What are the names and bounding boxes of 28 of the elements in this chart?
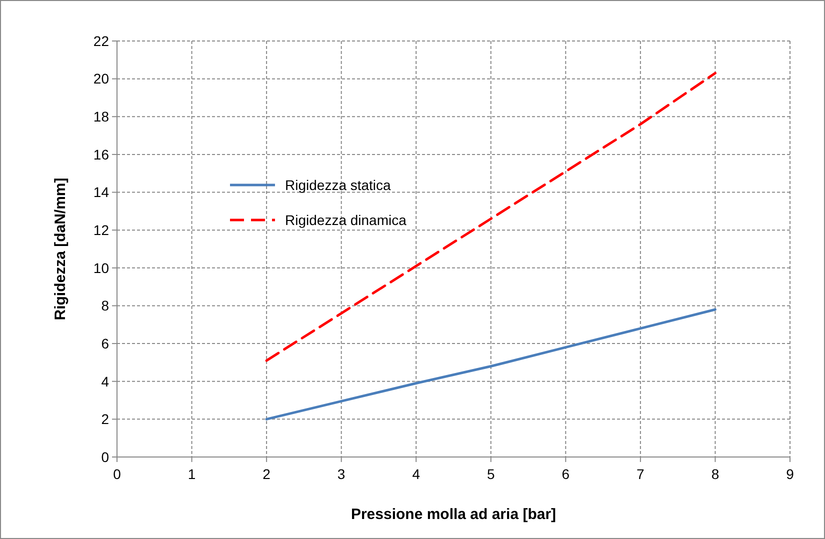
x-tick-label: 4 <box>412 466 420 482</box>
y-tick-label: 16 <box>93 146 110 162</box>
line-series <box>265 308 716 420</box>
y-tick-label: 18 <box>93 108 110 125</box>
x-tick-label: 8 <box>711 466 720 482</box>
y-tick-label: 20 <box>93 70 110 87</box>
x-tick-label: 6 <box>562 466 570 482</box>
x-tick-label: 2 <box>262 466 271 482</box>
x-axis-title: Pressione molla ad aria [bar] <box>350 506 556 523</box>
legend-label: Rigidezza statica <box>285 176 392 193</box>
y-tick-label: 0 <box>101 448 110 465</box>
y-tick-label: 12 <box>93 222 110 238</box>
y-tick-label: 22 <box>93 32 110 49</box>
y-tick-label: 6 <box>101 335 110 352</box>
legend-label: Rigidezza dinamica <box>285 212 407 228</box>
x-tick-label: 1 <box>188 466 196 482</box>
y-tick-label: 14 <box>93 184 110 200</box>
x-tick-label: 5 <box>486 466 495 482</box>
line-series <box>265 72 716 362</box>
y-tick-label: 10 <box>93 260 110 276</box>
y-tick-label: 2 <box>101 411 110 428</box>
x-tick-label: 9 <box>786 466 794 482</box>
y-tick-label: 4 <box>101 373 110 390</box>
y-tick-label: 8 <box>101 298 110 314</box>
x-tick-label: 7 <box>636 466 645 482</box>
y-axis-title: Rigidezza [daN/mm] <box>52 178 69 320</box>
x-tick-label: 0 <box>113 466 122 482</box>
x-tick-label: 3 <box>337 466 346 482</box>
